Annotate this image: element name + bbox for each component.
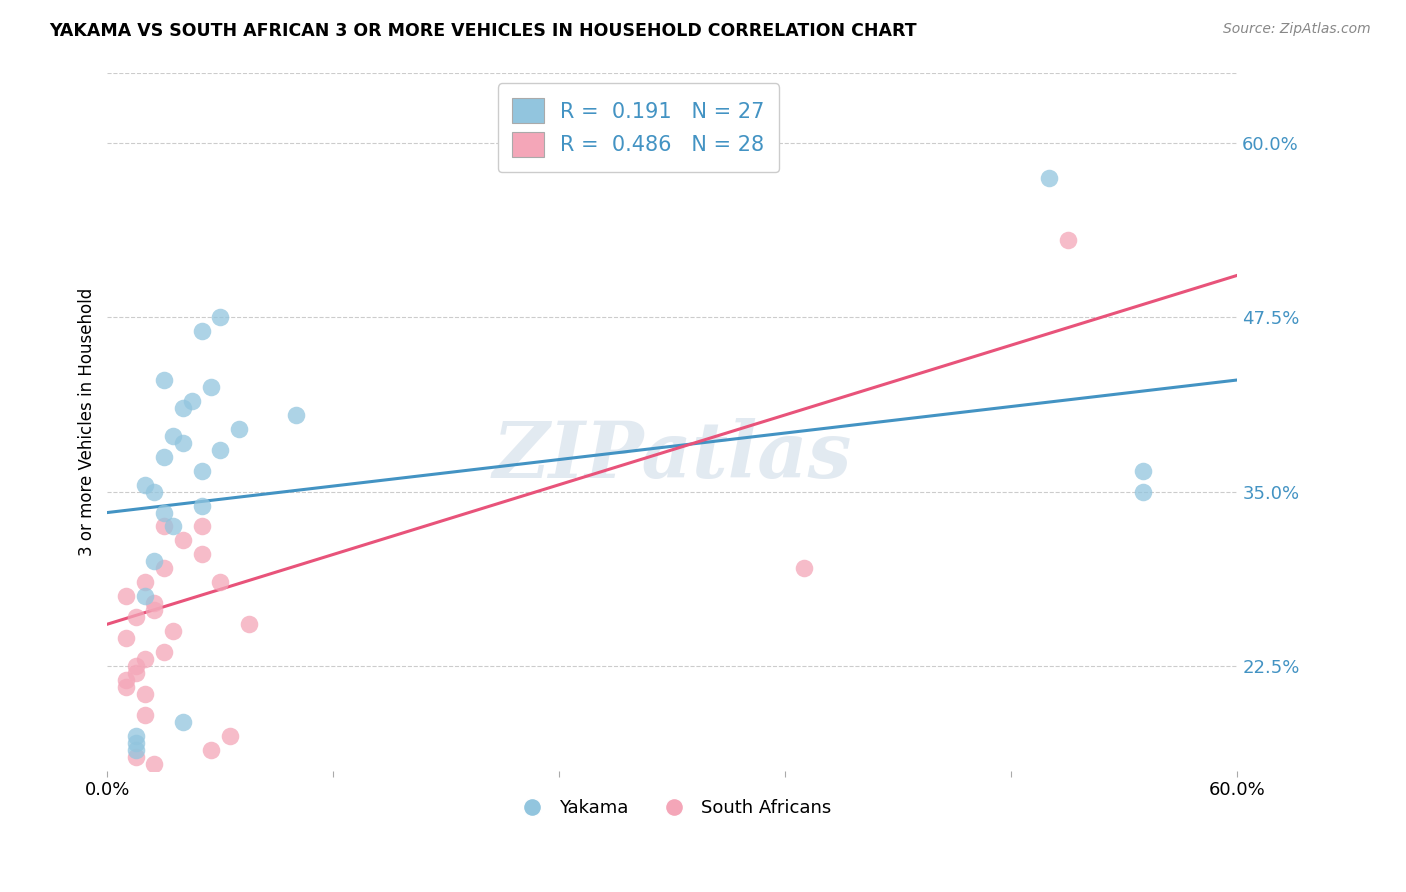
Point: [143, 603, 166, 617]
Point: [124, 659, 146, 673]
Point: [1038, 170, 1060, 185]
Point: [153, 450, 176, 464]
Point: [143, 596, 166, 610]
Point: [209, 310, 232, 325]
Point: [190, 499, 212, 513]
Point: [134, 575, 156, 590]
Point: [1132, 484, 1154, 499]
Point: [190, 548, 212, 562]
Point: [115, 631, 138, 645]
Point: [238, 617, 260, 632]
Point: [143, 756, 166, 771]
Point: [172, 435, 194, 450]
Legend: Yakama, South Africans: Yakama, South Africans: [506, 792, 838, 824]
Point: [153, 561, 176, 575]
Point: [134, 652, 156, 666]
Text: YAKAMA VS SOUTH AFRICAN 3 OR MORE VEHICLES IN HOUSEHOLD CORRELATION CHART: YAKAMA VS SOUTH AFRICAN 3 OR MORE VEHICL…: [49, 22, 917, 40]
Point: [115, 680, 138, 694]
Point: [153, 506, 176, 520]
Point: [162, 624, 184, 639]
Point: [190, 324, 212, 338]
Text: ZIPatlas: ZIPatlas: [492, 418, 852, 495]
Y-axis label: 3 or more Vehicles in Household: 3 or more Vehicles in Household: [79, 288, 96, 556]
Point: [209, 575, 232, 590]
Point: [162, 429, 184, 443]
Point: [124, 610, 146, 624]
Point: [153, 519, 176, 533]
Point: [793, 561, 815, 575]
Point: [181, 393, 204, 408]
Point: [172, 714, 194, 729]
Point: [134, 589, 156, 603]
Point: [115, 673, 138, 687]
Point: [228, 422, 250, 436]
Point: [134, 707, 156, 722]
Point: [200, 743, 222, 757]
Point: [124, 729, 146, 743]
Point: [124, 743, 146, 757]
Point: [143, 554, 166, 568]
Point: [1057, 234, 1080, 248]
Point: [134, 687, 156, 701]
Point: [124, 749, 146, 764]
Point: [1132, 464, 1154, 478]
Point: [284, 408, 307, 422]
Point: [124, 736, 146, 750]
Point: [190, 464, 212, 478]
Point: [162, 519, 184, 533]
Point: [153, 645, 176, 659]
Point: [153, 373, 176, 387]
Point: [124, 665, 146, 680]
Point: [143, 484, 166, 499]
Point: [190, 519, 212, 533]
Point: [134, 477, 156, 491]
Point: [115, 589, 138, 603]
Point: [209, 442, 232, 457]
Point: [200, 380, 222, 394]
Text: Source: ZipAtlas.com: Source: ZipAtlas.com: [1223, 22, 1371, 37]
Point: [172, 401, 194, 415]
Point: [172, 533, 194, 548]
Point: [218, 729, 240, 743]
